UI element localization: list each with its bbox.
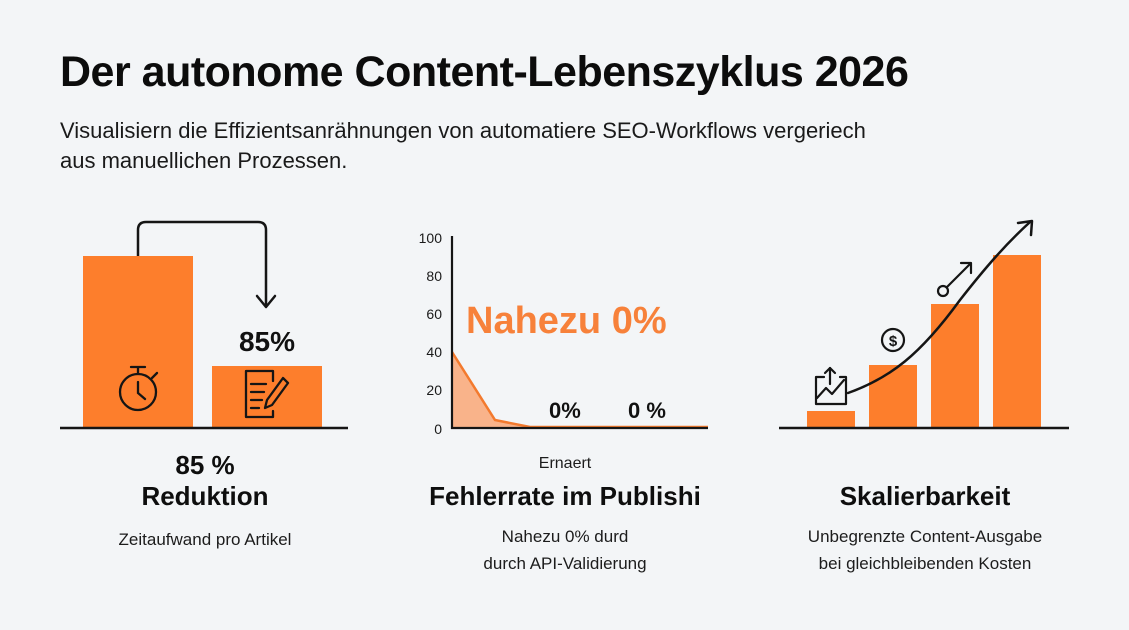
error-rate-kicker: Ernaert bbox=[538, 455, 592, 472]
arrow-down-icon bbox=[136, 220, 268, 306]
y-tick-labels: 100 80 60 40 20 0 bbox=[419, 230, 443, 437]
svg-text:20: 20 bbox=[426, 382, 442, 398]
dollar-coin-icon: $ bbox=[880, 327, 906, 353]
growth-arrow-icon bbox=[936, 261, 973, 298]
page-subtitle: Visualisiern die Effizientsanrähnungen v… bbox=[60, 116, 1060, 176]
page-title: Der autonome Content-Lebenszyklus 2026 bbox=[60, 48, 909, 96]
bar-automated bbox=[212, 366, 322, 428]
svg-text:60: 60 bbox=[426, 306, 442, 322]
chart-upload-icon bbox=[814, 366, 848, 406]
point-label-1: 0% bbox=[549, 398, 581, 423]
trend-arrow-icon bbox=[846, 220, 1032, 395]
scalability-title: Skalierbarkeit bbox=[839, 481, 1011, 511]
reduction-title: Reduktion bbox=[141, 481, 269, 511]
error-rate-description-line-2: durch API-Validierung bbox=[483, 554, 647, 573]
reduction-description: Zeitaufwand pro Artikel bbox=[118, 530, 292, 549]
document-edit-icon bbox=[244, 369, 290, 419]
bar-scale-3 bbox=[931, 304, 979, 428]
subtitle-line-2: aus manuellichen Prozessen. bbox=[60, 148, 348, 173]
point-label-2: 0 % bbox=[628, 398, 666, 423]
svg-text:$: $ bbox=[889, 333, 898, 350]
bar-manual bbox=[83, 256, 193, 428]
svg-text:40: 40 bbox=[426, 344, 442, 360]
panel-time-reduction-chart bbox=[60, 220, 348, 430]
error-rate-title: Fehlerrate im Publishi bbox=[429, 481, 701, 511]
bar-scale-2 bbox=[869, 365, 917, 428]
svg-text:0: 0 bbox=[434, 421, 442, 437]
error-rate-area bbox=[452, 352, 530, 428]
subtitle-line-1: Visualisiern die Effizientsanrähnungen v… bbox=[60, 118, 866, 143]
bar-reduction-label: 85% bbox=[238, 326, 296, 357]
error-rate-description: Nahezu 0% durd durch API-Validierung bbox=[380, 523, 750, 577]
reduction-stat: 85 % bbox=[175, 450, 235, 480]
scalability-description-line-1: Unbegrenzte Content-Ausgabe bbox=[807, 527, 1043, 546]
panel-error-rate-chart: 100 80 60 40 20 0 bbox=[419, 230, 708, 437]
svg-text:80: 80 bbox=[426, 268, 442, 284]
svg-text:100: 100 bbox=[419, 230, 443, 246]
scalability-description-line-2: bei gleichbleibenden Kosten bbox=[818, 554, 1032, 573]
scalability-description: Unbegrenzte Content-Ausgabe bei gleichbl… bbox=[750, 523, 1100, 577]
bar-scale-4 bbox=[993, 255, 1041, 428]
stopwatch-icon bbox=[118, 365, 159, 412]
panel-scalability-chart: $ bbox=[779, 219, 1069, 430]
bar-scale-1 bbox=[807, 411, 855, 428]
error-rate-highlight: Nahezu 0% bbox=[466, 300, 667, 342]
error-rate-description-line-1: Nahezu 0% durd bbox=[501, 527, 629, 546]
